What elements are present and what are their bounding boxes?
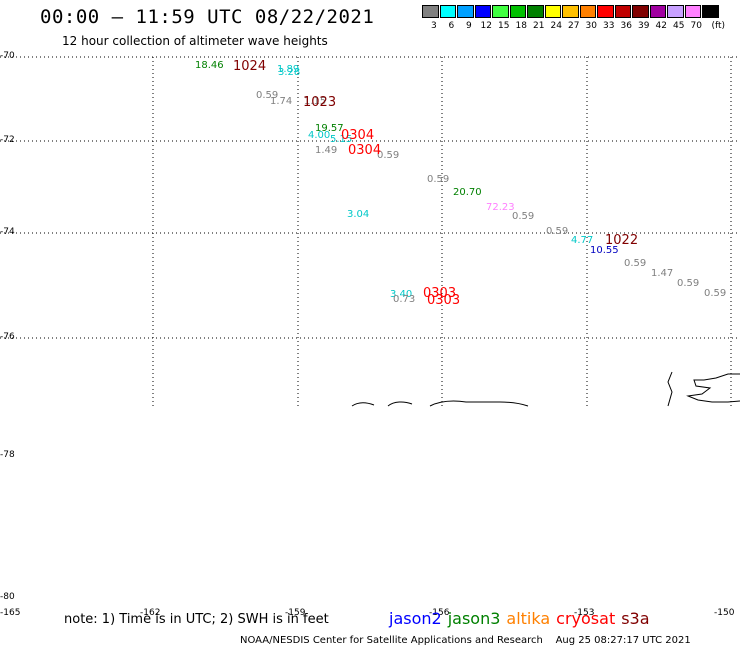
legend-label: 24 <box>550 21 562 31</box>
wave-height-label: 20.70 <box>453 187 482 198</box>
grid-lines <box>0 56 740 406</box>
longitude-tick-label: -165 <box>0 608 21 618</box>
legend-label: 12 <box>480 21 492 31</box>
wave-height-label: 3.40 <box>390 289 413 300</box>
latitude-tick-label: -74 <box>0 227 15 237</box>
satellite-legend-entry: s3a <box>621 609 650 628</box>
pass-time-label: 0304 <box>341 128 375 143</box>
wave-height-label: 0.73 <box>393 294 416 305</box>
pass-time-label: 0303 <box>423 286 457 301</box>
satellite-legend-entry: cryosat <box>556 609 616 628</box>
longitude-tick-label: -162 <box>140 608 161 618</box>
wave-height-label: 1.74 <box>270 96 293 107</box>
legend-label: 39 <box>638 21 650 31</box>
pass-time-label: 1023 <box>303 95 337 110</box>
satellite-legend-entry: jason3 <box>447 609 501 628</box>
legend-label: 27 <box>568 21 580 31</box>
pass-time-label: 0303 <box>427 293 461 308</box>
legend-label: 33 <box>603 21 615 31</box>
legend-swatch <box>474 5 491 18</box>
longitude-tick-label: -156 <box>429 608 450 618</box>
latitude-tick-label: -80 <box>0 592 15 602</box>
wave-height-label: 1.49 <box>315 145 338 156</box>
wave-height-label: 3.04 <box>347 209 370 220</box>
footer-credit: NOAA/NESDIS Center for Satellite Applica… <box>240 635 691 646</box>
wave-height-label: 0.59 <box>704 288 727 299</box>
legend-swatch <box>684 5 701 18</box>
satellite-legend: jason2 jason3 altika cryosat s3a <box>389 609 656 628</box>
legend-label: 42 <box>655 21 667 31</box>
wave-height-label: 10.55 <box>590 245 619 256</box>
legend-swatch <box>702 5 719 18</box>
satellite-legend-entry: altika <box>506 609 551 628</box>
legend-swatches <box>422 5 720 18</box>
wave-height-label: 3.28 <box>278 67 301 78</box>
wave-height-label: 72.23 <box>486 202 515 213</box>
wave-height-label: 0.59 <box>512 211 535 222</box>
legend-swatch <box>667 5 684 18</box>
wave-height-label: 19.57 <box>315 123 344 134</box>
legend-label: 6 <box>448 21 455 31</box>
pass-time-label: 0304 <box>348 143 382 158</box>
legend-label: 21 <box>533 21 545 31</box>
footer-note: note: 1) Time is in UTC; 2) SWH is in fe… <box>64 612 329 627</box>
chart-subtitle: 12 hour collection of altimeter wave hei… <box>62 34 328 48</box>
legend-label: 36 <box>620 21 632 31</box>
legend-swatch <box>439 5 456 18</box>
wave-height-label: 0.59 <box>624 258 647 269</box>
latitude-tick-label: -76 <box>0 332 15 342</box>
legend-label: 30 <box>585 21 597 31</box>
wave-height-label: 18.46 <box>195 60 224 71</box>
credit-text: NOAA/NESDIS Center for Satellite Applica… <box>240 635 543 646</box>
legend-swatch <box>562 5 579 18</box>
legend-swatch <box>492 5 509 18</box>
legend-swatch <box>457 5 474 18</box>
legend-swatch <box>579 5 596 18</box>
legend-label: 9 <box>466 21 472 31</box>
legend-unit: (ft) <box>711 21 726 31</box>
satellite-legend-entry: jason2 <box>389 609 442 628</box>
wave-height-label: 4.77 <box>571 235 594 246</box>
wave-height-label: 0.59 <box>677 278 700 289</box>
legend-swatch <box>632 5 649 18</box>
longitude-tick-label: -153 <box>574 608 595 618</box>
longitude-tick-label: -159 <box>285 608 306 618</box>
wave-height-label: 0.59 <box>546 226 569 237</box>
legend-swatch <box>544 5 561 18</box>
wave-height-label: 4.00 <box>308 130 331 141</box>
wave-height-label: 5.15 <box>330 134 353 145</box>
pass-time-label: 1024 <box>233 59 267 74</box>
wave-height-legend: 3 6 9 12 15 18 21 24 27 30 33 36 39 42 45 70 (ft) <box>422 5 725 35</box>
generated-timestamp: Aug 25 08:27:17 UTC 2021 <box>555 635 691 646</box>
wave-height-label: 1.47 <box>651 268 674 279</box>
wave-height-label: 0.59 <box>427 174 450 185</box>
legend-swatch <box>614 5 631 18</box>
coastline <box>351 371 740 407</box>
longitude-tick-label: -150 <box>714 608 735 618</box>
legend-label: 18 <box>515 21 527 31</box>
wave-height-label: 1.89 <box>277 64 300 75</box>
legend-label: 15 <box>498 21 510 31</box>
pass-time-label: 1022 <box>605 233 639 248</box>
legend-label: 45 <box>673 21 685 31</box>
legend-swatch <box>527 5 544 18</box>
legend-labels: 3 6 9 12 15 18 21 24 27 30 33 36 39 42 45 70 (ft) <box>422 21 725 35</box>
legend-label: 70 <box>690 21 702 31</box>
legend-label: 3 <box>431 21 437 31</box>
wave-height-label: 1.15 <box>304 96 327 107</box>
latitude-tick-label: -72 <box>0 135 15 145</box>
legend-swatch <box>649 5 666 18</box>
legend-swatch <box>509 5 526 18</box>
legend-swatch <box>597 5 614 18</box>
legend-swatch <box>422 5 439 18</box>
latitude-tick-label: -78 <box>0 450 15 460</box>
wave-height-label: 0.59 <box>377 150 400 161</box>
chart-title: 00:00 — 11:59 UTC 08/22/2021 <box>40 6 375 28</box>
latitude-tick-label: -70 <box>0 51 15 61</box>
wave-height-label: 0.59 <box>256 90 279 101</box>
